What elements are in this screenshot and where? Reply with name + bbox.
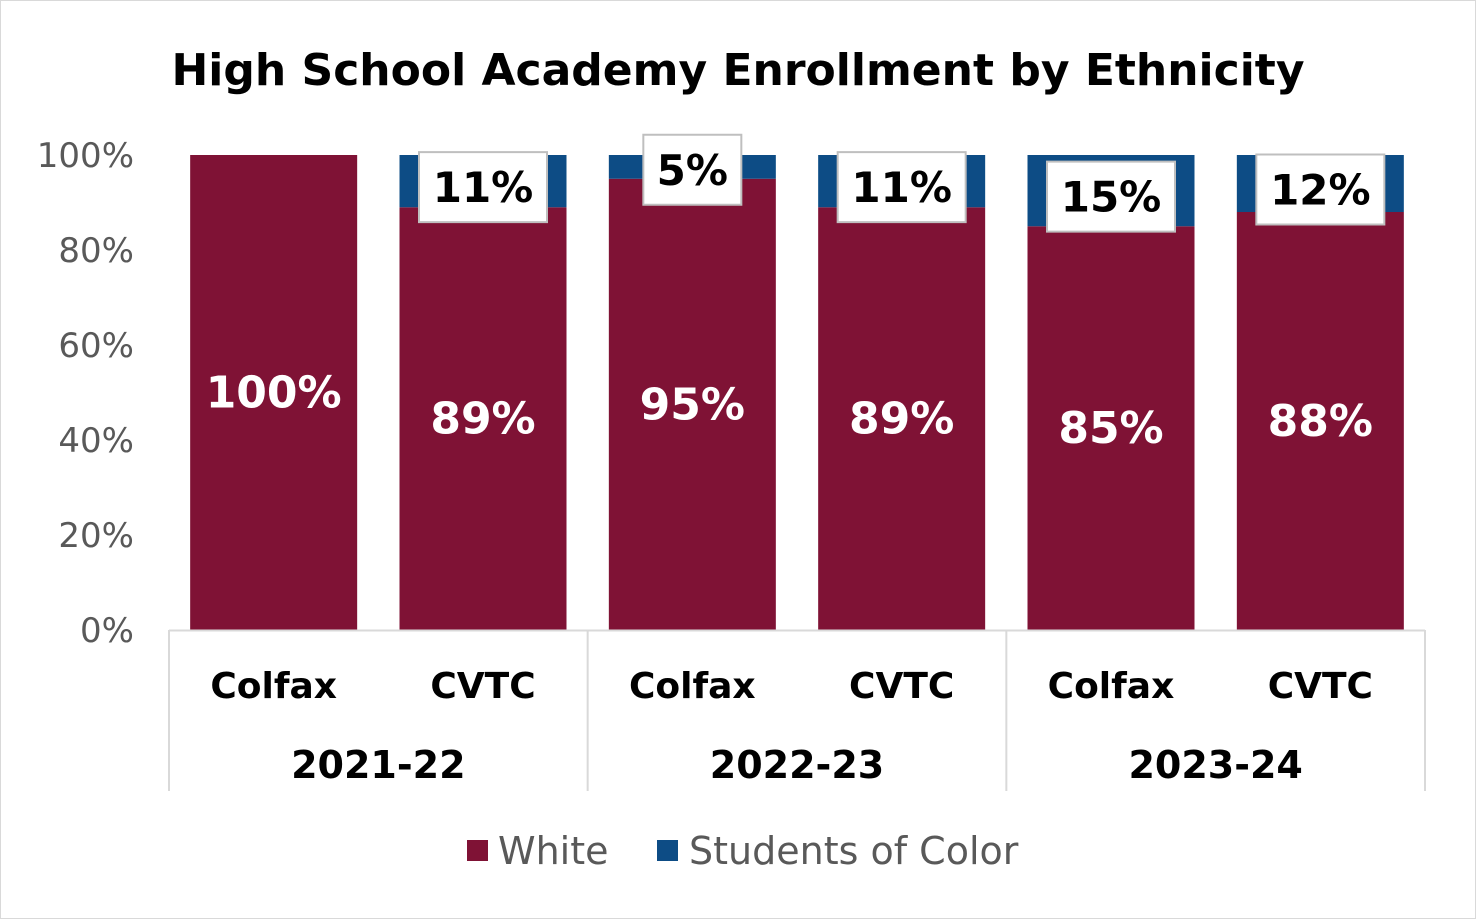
x-axis: Colfax CVTC Colfax CVTC Colfax CVTC 2021-22 202… <box>168 629 1426 791</box>
x-category-label: Colfax <box>210 666 337 707</box>
x-group-label: 2022-23 <box>710 743 884 787</box>
bar-white-segment <box>1027 226 1195 630</box>
legend-label-students-of-color: Students of Color <box>689 829 1019 873</box>
bar-white-segment <box>399 207 567 630</box>
x-category-label: Colfax <box>1048 666 1175 707</box>
x-category-label: CVTC <box>1268 666 1373 707</box>
data-label-white: 89% <box>849 394 954 445</box>
bar-white-segment <box>190 155 358 630</box>
data-label-box <box>836 151 967 224</box>
chart-title: High School Academy Enrollment by Ethnic… <box>171 45 1304 96</box>
y-tick-label: 20% <box>58 516 134 556</box>
data-label-students-of-color: 11% <box>851 163 952 212</box>
data-label-students-of-color: 15% <box>1061 173 1162 222</box>
data-label-white: 89% <box>430 394 535 445</box>
y-tick-label: 80% <box>58 231 134 271</box>
data-label-white: 100% <box>206 368 342 419</box>
bar-white-segment <box>818 207 986 630</box>
y-tick-label: 100% <box>37 136 134 176</box>
data-label-white: 95% <box>640 379 745 430</box>
data-label-box <box>1255 153 1386 226</box>
y-tick-label: 40% <box>58 421 134 461</box>
y-axis: 0% 20% 40% 60% 80% 100% <box>37 136 134 651</box>
bar-white-segment <box>608 178 776 630</box>
x-category-label: Colfax <box>629 666 756 707</box>
data-label-students-of-color: 11% <box>433 163 534 212</box>
x-category-label: CVTC <box>849 666 954 707</box>
data-label-students-of-color: 12% <box>1270 166 1371 215</box>
y-tick-label: 0% <box>80 611 134 651</box>
legend-label-white: White <box>498 829 609 873</box>
legend: White Students of Color <box>467 829 1019 873</box>
legend-swatch-students-of-color <box>657 840 678 861</box>
data-label-students-of-color: 5% <box>657 146 728 195</box>
y-tick-label: 60% <box>58 326 134 366</box>
data-label-white: 88% <box>1268 396 1373 447</box>
bar-white-segment <box>1236 212 1404 630</box>
data-label-box <box>1046 160 1176 233</box>
bars: 100% 89% 11% 95% 5% 89% 11% 85% 15% 88% 12% <box>190 133 1404 630</box>
data-label-box <box>418 151 548 224</box>
data-label-white: 85% <box>1058 403 1163 454</box>
x-group-label: 2021-22 <box>291 743 465 787</box>
x-group-label: 2023-24 <box>1128 743 1302 787</box>
data-label-box <box>642 133 743 206</box>
legend-swatch-white <box>467 840 488 861</box>
x-category-label: CVTC <box>430 666 535 707</box>
